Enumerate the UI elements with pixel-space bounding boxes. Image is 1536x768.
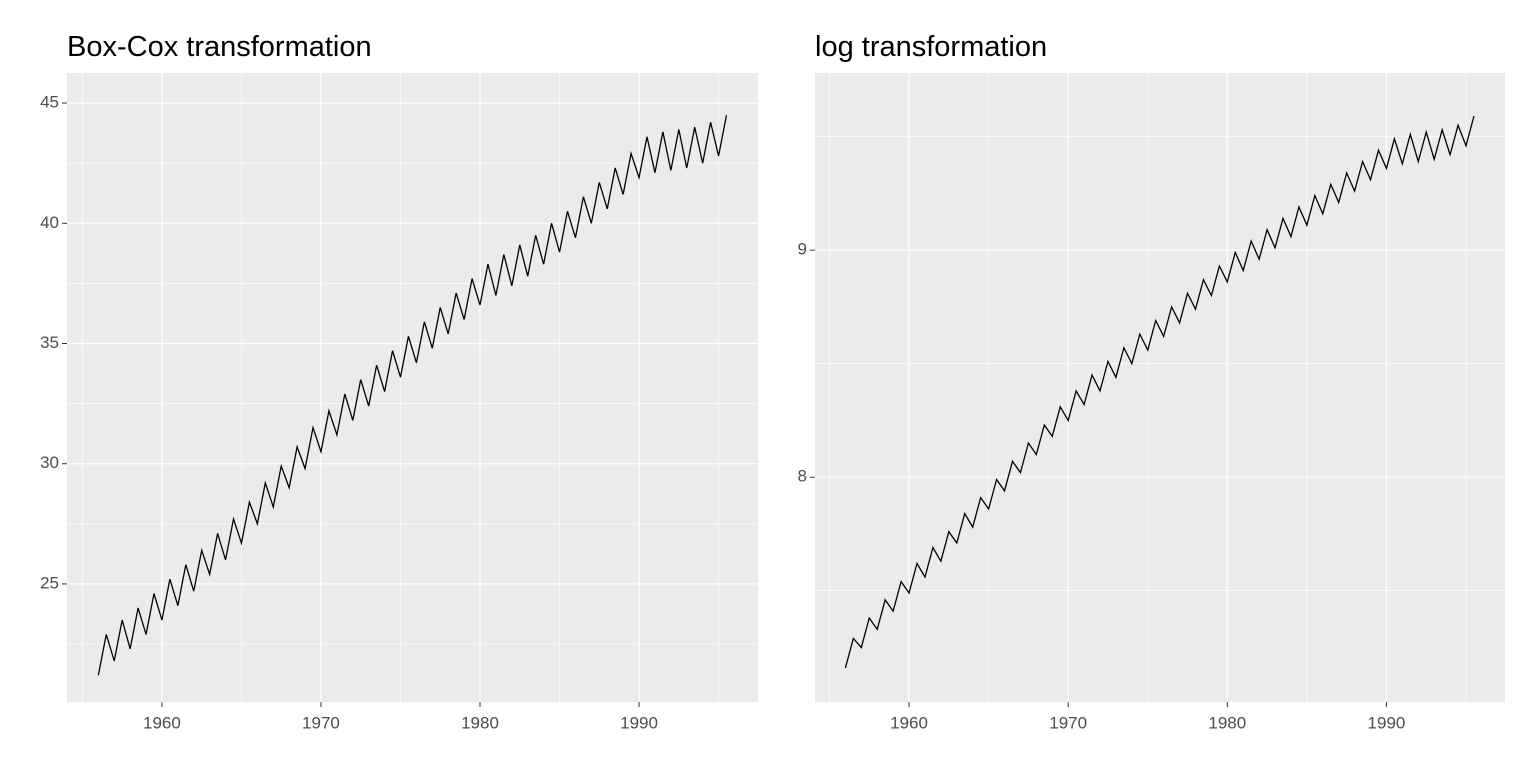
chart-title: log transformation <box>815 31 1047 63</box>
x-tick-label: 1990 <box>1368 713 1406 732</box>
x-tick-label: 1960 <box>890 713 928 732</box>
y-tick-label: 9 <box>798 240 807 259</box>
chart-title: Box-Cox transformation <box>67 31 372 63</box>
series-line <box>97 114 728 676</box>
x-tick-label: 1970 <box>1049 713 1087 732</box>
x-tick-label: 1980 <box>1208 713 1246 732</box>
plot-background <box>67 73 758 702</box>
y-tick-label: 25 <box>40 573 59 592</box>
y-tick-label: 8 <box>798 467 807 486</box>
y-tick-label: 40 <box>40 213 59 232</box>
x-tick-label: 1960 <box>143 713 181 732</box>
y-tick-label: 45 <box>40 93 59 112</box>
x-tick-label: 1970 <box>302 713 340 732</box>
x-tick-label: 1980 <box>461 713 499 732</box>
y-tick-label: 35 <box>40 333 59 352</box>
y-tick-label: 30 <box>40 453 59 472</box>
plot-background <box>815 73 1505 702</box>
series-line <box>844 115 1475 669</box>
x-tick-label: 1990 <box>620 713 658 732</box>
